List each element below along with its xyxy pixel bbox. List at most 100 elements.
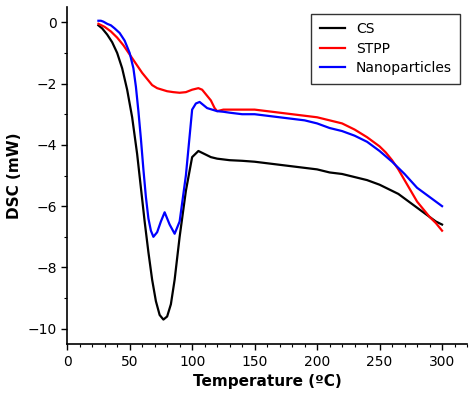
STPP xyxy=(383,150,389,155)
CS xyxy=(124,88,130,92)
STPP xyxy=(264,109,270,114)
CS xyxy=(208,155,214,160)
STPP xyxy=(252,107,257,112)
CS xyxy=(183,188,189,193)
STPP xyxy=(149,83,155,88)
CS xyxy=(289,164,295,169)
CS xyxy=(352,175,357,179)
STPP xyxy=(227,107,232,112)
CS xyxy=(327,170,332,175)
Y-axis label: DSC (mW): DSC (mW) xyxy=(7,132,22,219)
STPP xyxy=(302,113,308,118)
CS xyxy=(177,234,182,239)
Nanoparticles xyxy=(96,18,101,23)
STPP xyxy=(439,228,445,233)
STPP xyxy=(352,127,357,132)
CS xyxy=(427,215,432,219)
CS xyxy=(414,205,420,210)
STPP xyxy=(277,110,283,115)
STPP xyxy=(389,158,395,163)
STPP xyxy=(327,118,332,123)
CS xyxy=(302,166,308,170)
STPP xyxy=(220,107,226,112)
CS xyxy=(314,167,320,172)
CS xyxy=(420,210,426,215)
Legend: CS, STPP, Nanoparticles: CS, STPP, Nanoparticles xyxy=(311,14,460,84)
CS xyxy=(119,66,125,70)
CS xyxy=(339,171,345,176)
CS xyxy=(395,192,401,196)
CS xyxy=(364,178,370,183)
CS xyxy=(149,277,155,282)
Nanoparticles xyxy=(439,204,445,209)
STPP xyxy=(339,121,345,126)
CS xyxy=(214,156,220,161)
Nanoparticles xyxy=(427,194,432,199)
STPP xyxy=(314,115,320,120)
STPP xyxy=(127,52,133,57)
STPP xyxy=(364,135,370,139)
CS xyxy=(189,155,195,160)
CS xyxy=(277,162,283,167)
CS xyxy=(402,196,408,201)
CS xyxy=(252,159,257,164)
CS xyxy=(96,23,101,28)
CS xyxy=(377,182,383,187)
Line: CS: CS xyxy=(99,25,442,320)
STPP xyxy=(289,112,295,116)
STPP xyxy=(164,89,170,93)
CS xyxy=(134,152,140,156)
Nanoparticles xyxy=(136,109,141,114)
STPP xyxy=(212,106,218,110)
STPP xyxy=(239,107,245,112)
CS xyxy=(153,299,159,304)
STPP xyxy=(114,35,120,40)
CS xyxy=(389,188,395,193)
CS xyxy=(138,185,144,190)
CS xyxy=(164,314,170,319)
STPP xyxy=(139,70,145,75)
STPP xyxy=(155,86,160,91)
CS xyxy=(157,312,163,317)
STPP xyxy=(408,188,414,193)
Nanoparticles xyxy=(151,234,156,239)
STPP xyxy=(171,90,176,95)
STPP xyxy=(189,88,195,92)
CS xyxy=(264,161,270,166)
CS xyxy=(202,152,208,156)
CS xyxy=(161,317,166,322)
STPP xyxy=(214,109,220,114)
Nanoparticles xyxy=(239,112,245,116)
CS xyxy=(439,222,445,227)
STPP xyxy=(427,215,432,219)
CS xyxy=(100,26,105,31)
STPP xyxy=(433,221,438,225)
Line: Nanoparticles: Nanoparticles xyxy=(99,21,442,237)
CS xyxy=(408,201,414,206)
STPP xyxy=(177,90,182,95)
STPP xyxy=(414,199,420,204)
STPP xyxy=(133,61,139,66)
Line: STPP: STPP xyxy=(99,24,442,231)
CS xyxy=(114,51,120,55)
CS xyxy=(383,185,389,190)
STPP xyxy=(183,90,189,95)
CS xyxy=(172,277,177,282)
STPP xyxy=(96,21,101,26)
CS xyxy=(196,148,201,153)
STPP xyxy=(146,78,151,83)
Nanoparticles xyxy=(148,228,154,233)
STPP xyxy=(196,86,201,91)
CS xyxy=(104,32,110,37)
X-axis label: Temperature (ºC): Temperature (ºC) xyxy=(193,374,341,389)
Nanoparticles xyxy=(277,115,283,120)
CS xyxy=(227,158,232,163)
STPP xyxy=(159,88,165,92)
STPP xyxy=(120,43,126,48)
CS xyxy=(433,219,438,224)
STPP xyxy=(377,144,383,149)
CS xyxy=(142,219,147,224)
Nanoparticles xyxy=(146,216,151,221)
STPP xyxy=(199,88,205,92)
STPP xyxy=(102,25,108,29)
